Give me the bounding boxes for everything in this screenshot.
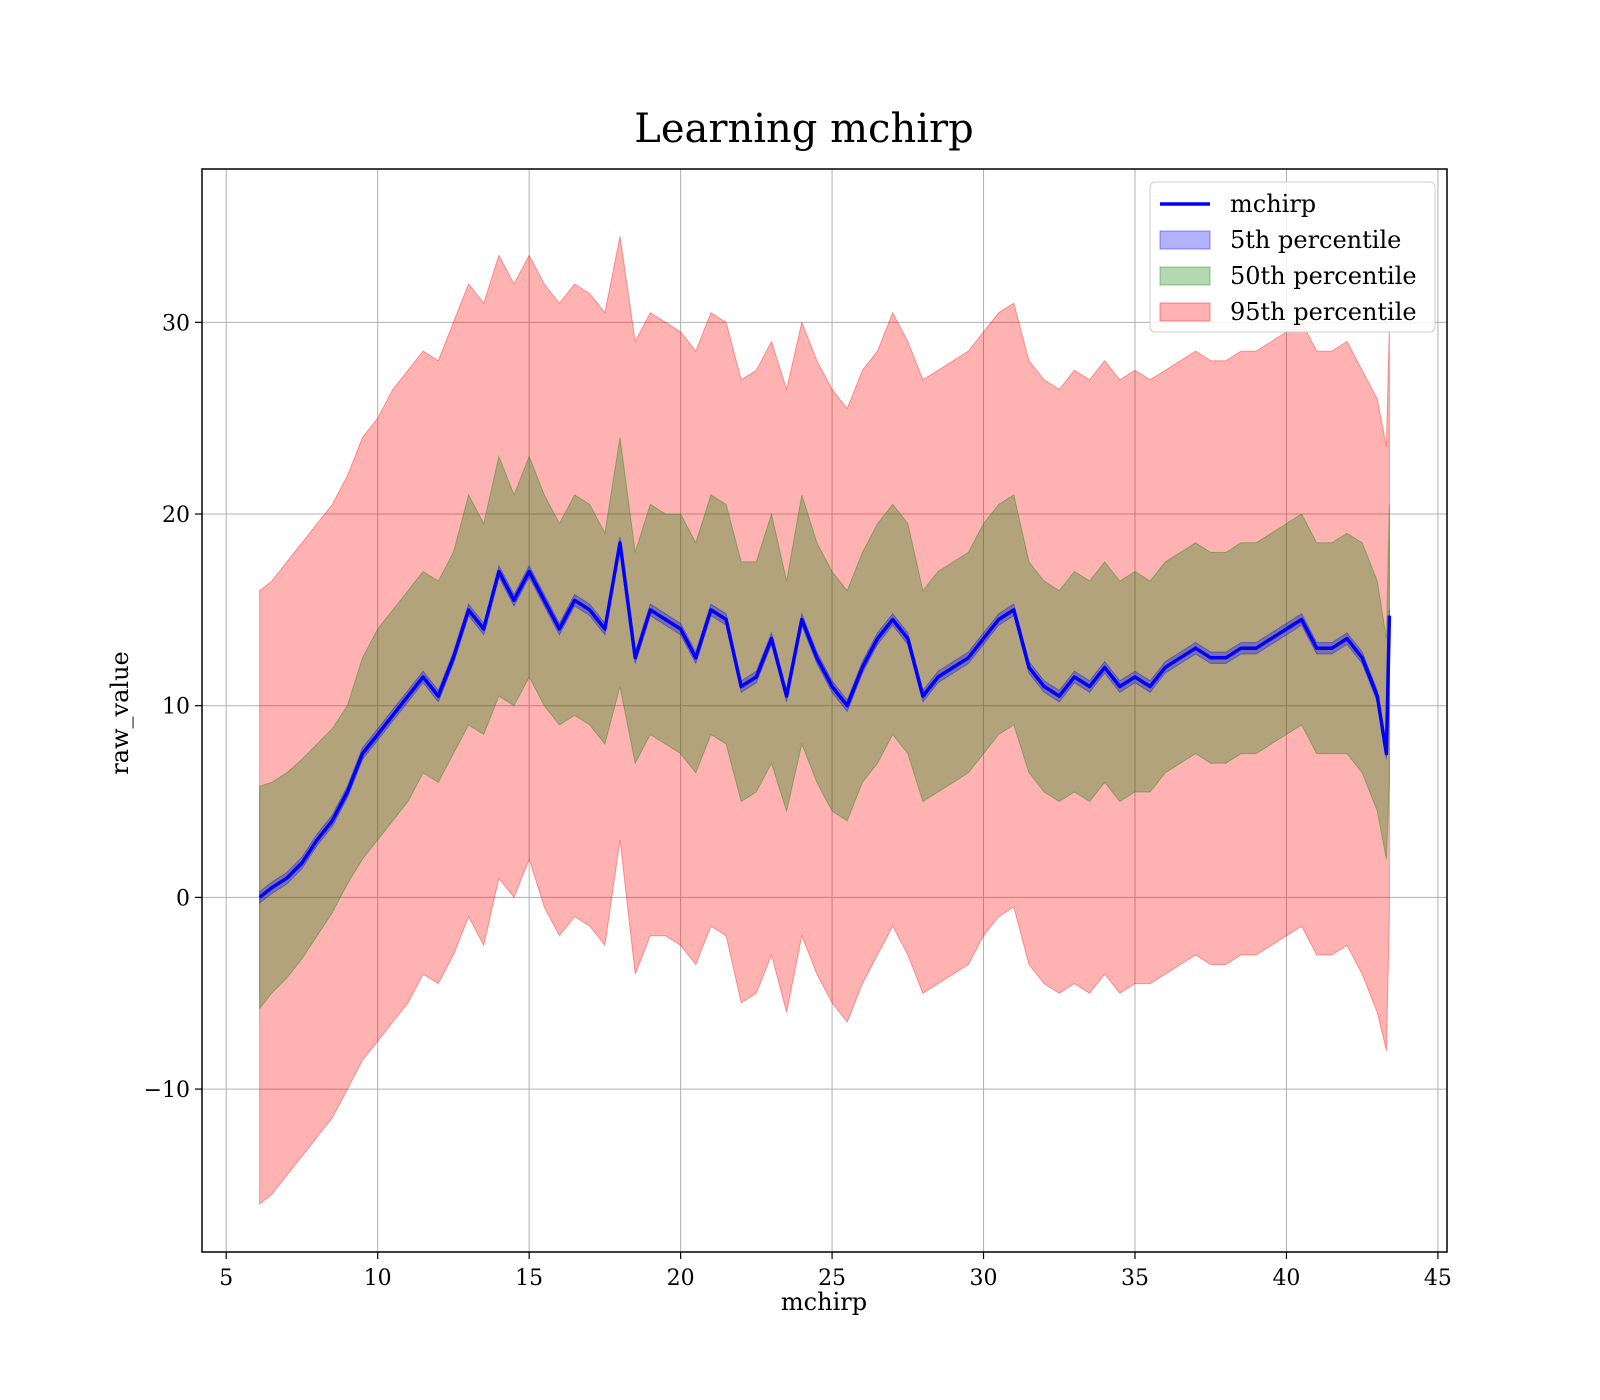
legend-label-50th-percentile: 50th percentile — [1230, 262, 1417, 290]
y-tick-label-1: 0 — [176, 886, 190, 911]
x-axis-label: mchirp — [781, 1288, 867, 1316]
mchirp-series — [258, 541, 1392, 899]
x-tick-label-4: 25 — [818, 1266, 846, 1291]
y-axis-label: raw_value — [106, 651, 134, 775]
legend-swatch-95th-percentile — [1159, 302, 1211, 322]
plot-frame — [201, 168, 1448, 1253]
axis-ticks: 5 10 15 20 25 30 35 40 45 −10 0 10 20 30 — [144, 311, 1452, 1291]
legend-swatch-50th-percentile — [1159, 266, 1211, 286]
line-mchirp — [258, 541, 1392, 899]
grid-lines — [202, 169, 1447, 1252]
x-tick-label-3: 20 — [667, 1266, 695, 1291]
legend-box — [1149, 181, 1436, 333]
chart-title: Learning mchirp — [634, 106, 973, 152]
x-tick-label-2: 15 — [515, 1266, 543, 1291]
x-tick-label-7: 40 — [1272, 1266, 1300, 1291]
legend-swatch-5th-percentile — [1159, 230, 1211, 250]
legend: mchirp 5th percentile 50th percentile 95th … — [1149, 181, 1436, 333]
plot-area — [202, 169, 1447, 1252]
x-tick-label-8: 45 — [1424, 1266, 1452, 1291]
x-tick-label-5: 30 — [970, 1266, 998, 1291]
y-tick-label-3: 20 — [162, 503, 190, 528]
y-tick-label-2: 10 — [162, 695, 190, 720]
band-50th-percentile — [259, 437, 1390, 1011]
y-tick-label-4: 30 — [162, 311, 190, 336]
legend-label-5th-percentile: 5th percentile — [1230, 226, 1401, 254]
plot-background — [202, 169, 1447, 1252]
y-tick-label-0: −10 — [144, 1078, 190, 1103]
x-tick-label-0: 5 — [219, 1266, 233, 1291]
band-95th-percentile — [259, 236, 1390, 1206]
x-tick-label-1: 10 — [364, 1266, 392, 1291]
legend-label-mchirp: mchirp — [1230, 190, 1316, 218]
x-tick-label-6: 35 — [1121, 1266, 1149, 1291]
legend-label-95th-percentile: 95th percentile — [1230, 298, 1417, 326]
